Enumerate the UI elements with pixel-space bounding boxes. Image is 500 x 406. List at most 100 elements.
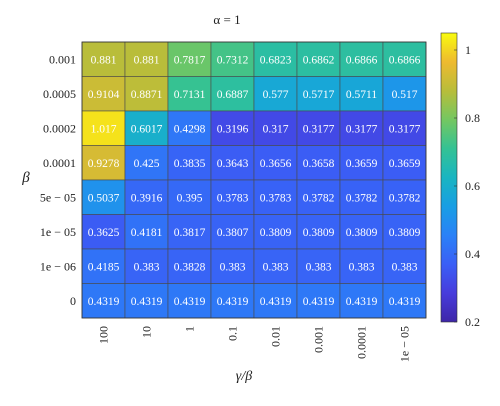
cell-value-label: 0.3817 xyxy=(174,227,206,239)
heatmap-cell xyxy=(296,248,341,284)
cell-value-label: 0.7312 xyxy=(217,54,249,66)
x-tick-label: 1 xyxy=(183,326,197,332)
cell-value-label: 0.6866 xyxy=(346,54,378,66)
cell-value-label: 0.3809 xyxy=(303,227,335,239)
heatmap-cell xyxy=(296,214,341,250)
x-tick-label: 0.0001 xyxy=(355,326,369,359)
cell-value-label: 0.881 xyxy=(91,54,117,66)
x-axis-label: γ/β xyxy=(236,369,252,384)
heatmap-cell xyxy=(339,248,384,284)
colorbar-tick-label: 0.4 xyxy=(465,247,480,261)
heatmap-cell xyxy=(253,179,298,215)
cell-value-label: 0.317 xyxy=(263,123,289,135)
cell-value-label: 0.3809 xyxy=(389,227,421,239)
y-tick-label: 0.001 xyxy=(49,52,76,66)
heatmap-cell xyxy=(382,248,427,284)
cell-value-label: 0.7817 xyxy=(174,54,206,66)
cell-value-label: 0.577 xyxy=(263,89,289,101)
cell-value-label: 0.383 xyxy=(263,261,289,273)
y-tick-labels: 0.001 0.0005 0.0002 0.0001 5e − 05 1e − 05 1e … xyxy=(40,52,76,308)
cell-value-label: 0.6887 xyxy=(217,89,249,101)
x-tick-label: 0.01 xyxy=(269,326,283,347)
x-tick-label: 10 xyxy=(140,326,154,338)
y-tick-label: 0.0005 xyxy=(43,87,76,101)
cell-value-label: 0.517 xyxy=(392,89,418,101)
plot-frame xyxy=(81,41,427,319)
cell-value-label: 0.4319 xyxy=(346,296,378,308)
cell-value-label: 0.3783 xyxy=(217,192,249,204)
cell-value-label: 0.3177 xyxy=(346,123,378,135)
heatmap-cell xyxy=(296,76,341,112)
cell-value-label: 0.9104 xyxy=(88,89,120,101)
cell-value-label: 0.3782 xyxy=(389,192,421,204)
heatmap-cell xyxy=(210,76,255,112)
y-tick-label: 5e − 05 xyxy=(40,190,76,204)
heatmap-cell xyxy=(210,110,255,146)
cell-value-label: 0.8871 xyxy=(131,89,163,101)
heatmap-cell xyxy=(339,214,384,250)
y-tick-label: 1e − 05 xyxy=(40,225,76,239)
cell-value-label: 0.3659 xyxy=(346,158,378,170)
colorbar-gradient xyxy=(440,32,458,323)
x-tick-label: 100 xyxy=(97,326,111,344)
heatmap-cell xyxy=(167,145,212,181)
heatmap-cell xyxy=(81,248,126,284)
cell-value-label: 0.9278 xyxy=(88,158,120,170)
cell-value-label: 0.6866 xyxy=(389,54,421,66)
heatmap-cell xyxy=(253,283,298,319)
cell-value-label: 0.3809 xyxy=(346,227,378,239)
heatmap-cell xyxy=(253,248,298,284)
cell-value-label: 0.3643 xyxy=(217,158,249,170)
cell-value-label: 0.6862 xyxy=(303,54,335,66)
heatmap-cell xyxy=(339,145,384,181)
heatmap-cell xyxy=(253,110,298,146)
cell-value-label: 0.3659 xyxy=(389,158,421,170)
y-tick-label: 0 xyxy=(70,294,76,308)
cell-value-label: 0.395 xyxy=(177,192,203,204)
cell-value-label: 0.4319 xyxy=(174,296,206,308)
heatmap-cell xyxy=(210,179,255,215)
heatmap-cell xyxy=(81,41,126,77)
heatmap-cell xyxy=(382,214,427,250)
heatmap-cell xyxy=(210,145,255,181)
cell-value-label: 0.425 xyxy=(134,158,160,170)
colorbar: 0.2 0.4 0.6 0.8 1 xyxy=(440,32,480,329)
cell-value-label: 0.3625 xyxy=(88,227,120,239)
cell-value-label: 0.3807 xyxy=(217,227,249,239)
cell-value-label: 0.3656 xyxy=(260,158,292,170)
cell-value-label: 0.383 xyxy=(220,261,246,273)
heatmap-cell xyxy=(81,145,126,181)
cell-value-label: 0.5037 xyxy=(88,192,120,204)
heatmap-cell xyxy=(382,41,427,77)
x-tick-label: 1e − 05 xyxy=(398,326,412,362)
heatmap-cell xyxy=(382,283,427,319)
heatmap-cell xyxy=(296,179,341,215)
cell-value-label: 0.3783 xyxy=(260,192,292,204)
cell-value-label: 0.3196 xyxy=(217,123,249,135)
cell-value-label: 0.7131 xyxy=(174,89,206,101)
chart-title: α = 1 xyxy=(213,12,240,27)
colorbar-tick-label: 0.8 xyxy=(465,111,480,125)
cell-value-label: 0.3782 xyxy=(303,192,335,204)
y-tick-label: 0.0002 xyxy=(43,121,76,135)
cell-value-label: 0.3916 xyxy=(131,192,163,204)
cell-value-label: 0.383 xyxy=(306,261,332,273)
cell-value-label: 0.383 xyxy=(134,261,160,273)
cell-value-label: 0.5711 xyxy=(346,89,377,101)
heatmap-cell xyxy=(296,41,341,77)
y-tick-label: 1e − 06 xyxy=(40,259,76,273)
heatmap-cell xyxy=(167,214,212,250)
cell-value-label: 0.4181 xyxy=(131,227,163,239)
cell-value-label: 0.4319 xyxy=(260,296,292,308)
heatmap-cell xyxy=(124,110,169,146)
heatmap-cell xyxy=(296,110,341,146)
heatmap-cell xyxy=(124,41,169,77)
cell-value-label: 0.6823 xyxy=(260,54,292,66)
cell-value-label: 0.5717 xyxy=(303,89,335,101)
cell-value-label: 0.4319 xyxy=(389,296,421,308)
x-tick-label: 0.1 xyxy=(226,326,240,341)
cell-value-label: 0.3177 xyxy=(303,123,335,135)
cell-value-label: 0.3835 xyxy=(174,158,206,170)
cell-value-label: 0.4319 xyxy=(88,296,120,308)
cell-labels: 0.881 0.881 0.7817 0.7312 0.6823 0.6862 0.6866… xyxy=(88,54,421,308)
